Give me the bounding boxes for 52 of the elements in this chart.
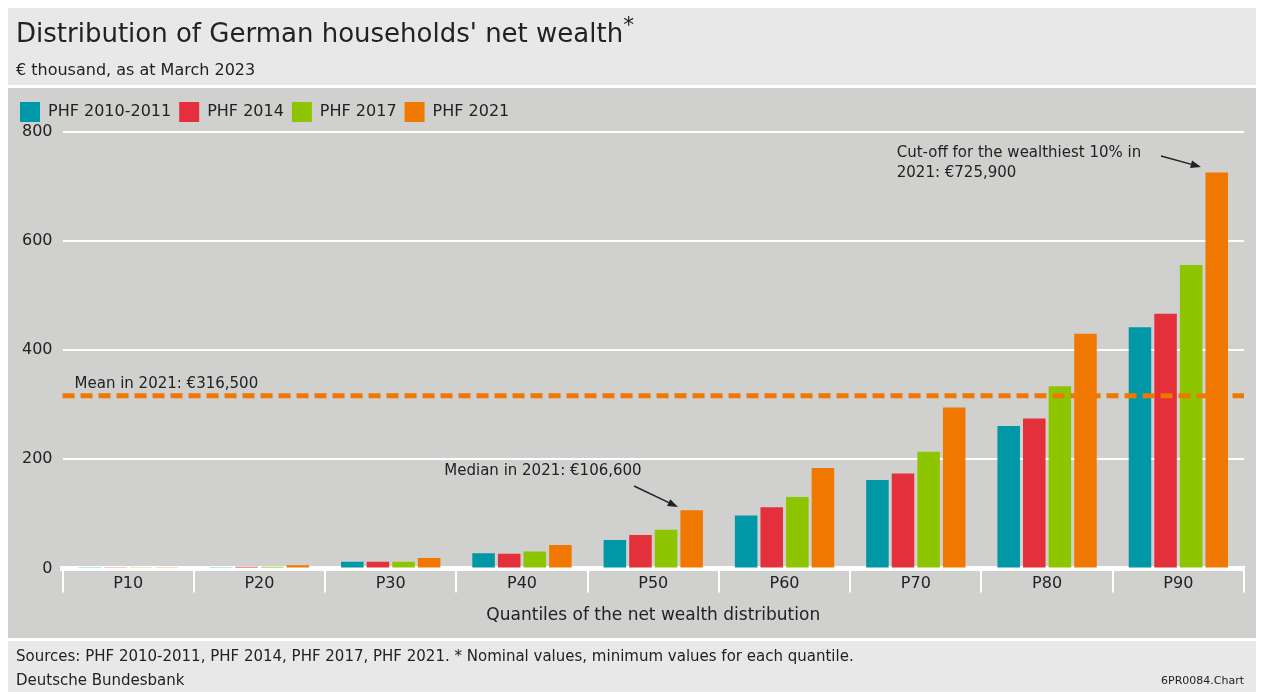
chart-title: Distribution of German households' net wealth$^{*}$ <box>16 12 635 48</box>
bar <box>629 534 652 568</box>
bar <box>1179 264 1203 568</box>
x-tick-label: P60 <box>769 572 800 592</box>
bar <box>891 473 915 568</box>
y-tick-label: 600 <box>21 229 53 249</box>
bar <box>523 551 547 568</box>
bar <box>341 561 364 568</box>
ref-line-label: Mean in 2021: €316,500 <box>74 373 259 392</box>
legend-label: PHF 2021 <box>432 100 510 120</box>
bar <box>417 557 441 568</box>
bar <box>472 552 495 568</box>
bar <box>734 515 758 568</box>
bar <box>392 561 415 568</box>
bar <box>786 496 809 568</box>
text: Deutsche Bundesbank <box>16 670 185 689</box>
x-tick-label: P80 <box>1032 572 1063 592</box>
legend-label: PHF 2010-2011 <box>48 100 172 120</box>
bar <box>811 467 835 568</box>
x-tick-label: P70 <box>900 572 931 592</box>
y-tick-label: 400 <box>21 339 53 359</box>
x-tick-label: P90 <box>1163 572 1194 592</box>
x-tick-label: P20 <box>244 572 275 592</box>
y-tick-label: 200 <box>21 448 53 468</box>
bar <box>1128 326 1152 568</box>
annotation: Cut-off for the wealthiest 10% in 2021: €725,900 <box>896 142 1143 183</box>
bar <box>760 506 784 568</box>
x-tick-label: P10 <box>113 572 144 592</box>
bar <box>549 544 572 568</box>
x-tick-label: P40 <box>506 572 537 592</box>
legend-label: PHF 2017 <box>319 100 397 120</box>
y-tick-label: 800 <box>21 120 53 140</box>
annotation: Median in 2021: €106,600 <box>443 459 642 480</box>
legend-label: PHF 2014 <box>207 100 284 120</box>
bar <box>497 553 521 568</box>
bar <box>917 451 940 568</box>
chart-subtitle: € thousand, as at March 2023 <box>16 59 257 79</box>
bar <box>997 425 1020 568</box>
bar <box>680 509 703 568</box>
bar <box>942 407 966 568</box>
x-tick-label: P50 <box>638 572 669 592</box>
bar <box>1048 385 1072 568</box>
source-note: Sources: PHF 2010-2011, PHF 2014, PHF 2017, PHF 2021. * Nominal values, minimum values for each quantile. <box>16 646 855 665</box>
y-tick-label: 0 <box>42 557 53 577</box>
bar <box>1154 313 1177 568</box>
text: 6PR0084.Chart <box>1161 673 1244 687</box>
bar <box>866 479 889 568</box>
bar <box>1023 418 1046 568</box>
bar <box>654 529 678 568</box>
bar <box>603 539 627 568</box>
x-tick-label: P30 <box>375 572 406 592</box>
x-axis-title: Quantiles of the net wealth distribution <box>486 603 821 624</box>
